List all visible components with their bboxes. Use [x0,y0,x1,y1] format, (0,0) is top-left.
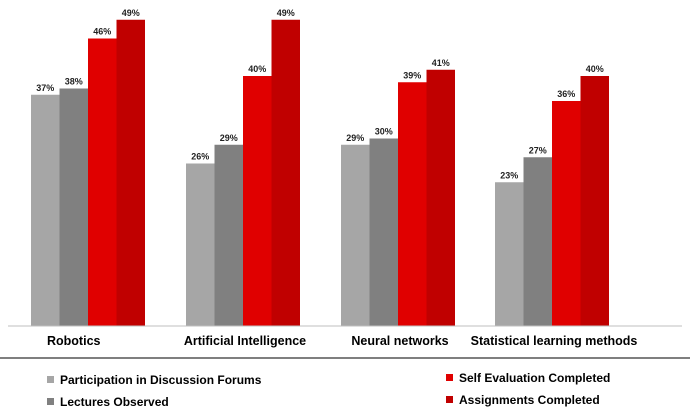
legend-swatch [446,396,453,403]
bar [88,38,117,326]
data-label: 39% [403,70,421,80]
bar [31,94,60,326]
category-label: Robotics [47,334,101,348]
bar [398,82,427,326]
data-label: 36% [557,89,575,99]
data-label: 40% [586,64,604,74]
data-label: 49% [277,8,295,18]
data-label: 41% [432,58,450,68]
legend-label: Self Evaluation Completed [459,371,610,385]
data-label: 27% [529,145,547,155]
data-label: 38% [65,77,83,87]
bar [186,163,215,326]
data-label: 37% [36,83,54,93]
legend-swatch [47,398,54,405]
bar [341,144,370,326]
bar [523,157,552,326]
bar [495,182,524,326]
data-label: 26% [191,152,209,162]
legend: Participation in Discussion Forums Lectur… [47,371,610,409]
legend-label: Lectures Observed [60,395,169,409]
legend-swatch [47,376,54,383]
data-label: 46% [93,27,111,37]
bar [214,144,243,326]
data-label: 29% [220,133,238,143]
bar [580,76,609,326]
category-labels: Robotics Artificial Intelligence Neural ne… [47,334,637,348]
category-label: Statistical learning methods [471,334,638,348]
bar [271,19,300,326]
legend-label: Participation in Discussion Forums [60,373,262,387]
data-label: 29% [346,133,364,143]
bar [426,69,455,326]
data-label: 49% [122,8,140,18]
plot-area: 37% 38% 46% 49% 26% 29% 40% 49% 29% 30% 39% 41% 23% 2… [31,8,609,326]
bar [59,88,88,326]
data-label: 40% [248,64,266,74]
data-label: 23% [500,170,518,180]
bar [243,76,272,326]
bar [552,101,581,326]
bar [369,138,398,326]
legend-swatch [446,374,453,381]
data-label: 30% [375,127,393,137]
legend-label: Assignments Completed [459,393,600,407]
bar [116,19,145,326]
category-label: Neural networks [351,334,448,348]
category-label: Artificial Intelligence [184,334,306,348]
